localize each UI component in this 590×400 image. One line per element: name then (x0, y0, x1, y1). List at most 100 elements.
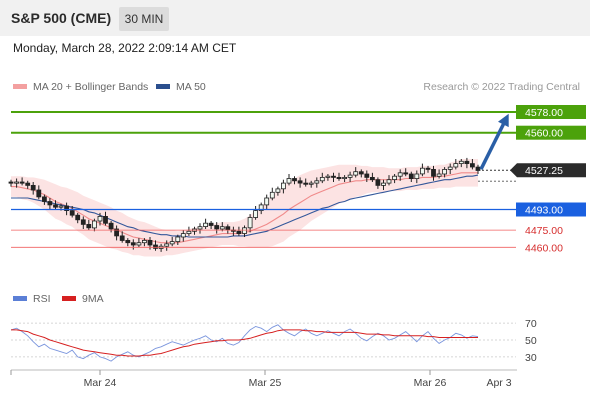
candle-body (253, 210, 259, 218)
resistance-label: 4560.00 (525, 128, 563, 140)
candle-body (414, 173, 420, 179)
candle-body (208, 222, 214, 226)
timeframe-button[interactable]: 30 MIN (119, 7, 169, 31)
candle-body (397, 172, 403, 177)
instrument-title: S&P 500 (CME) (11, 10, 112, 26)
datetime-label: Monday, March 28, 2022 2:09:14 AM CET (13, 41, 237, 55)
ma20-legend-swatch (13, 84, 27, 89)
support-label-bg (516, 202, 586, 217)
candle-body (75, 214, 81, 221)
target-arrow-head (498, 113, 509, 128)
candle-body (314, 180, 320, 184)
candle-body (403, 172, 409, 175)
candle-body (47, 201, 53, 206)
header-bar: S&P 500 (CME) 30 MIN (0, 0, 590, 36)
candle-body (258, 204, 264, 211)
candle-body (458, 160, 464, 165)
candle-body (225, 226, 231, 231)
candle-body (425, 167, 431, 170)
candle-body (436, 173, 442, 177)
candle-body (114, 228, 119, 237)
ma50-legend-label: MA 50 (176, 81, 206, 93)
support-label: 4475.00 (525, 225, 563, 237)
candle-body (147, 239, 153, 246)
candle-body (392, 175, 398, 180)
resistance-label: 4578.00 (525, 107, 563, 119)
rsi-ma9-line (11, 329, 478, 357)
x-tick-label: Mar 25 (249, 377, 282, 389)
candle-body (8, 181, 14, 184)
candle-body (186, 230, 192, 235)
candle-body (381, 182, 386, 186)
candle-body (286, 178, 292, 184)
current-price-label: 4527.25 (525, 165, 563, 177)
support-label: 4460.00 (525, 242, 563, 254)
candle-body (236, 230, 242, 235)
candle-body (130, 242, 136, 246)
candle-body (125, 239, 131, 244)
candle-body (247, 217, 253, 229)
candle-body (453, 163, 459, 168)
candle-body (219, 226, 225, 230)
ma9-legend-swatch (62, 296, 76, 301)
rsi-legend-label: RSI (33, 293, 51, 305)
candle-body (292, 178, 297, 182)
candle-body (269, 191, 275, 199)
rsi-tick-label: 70 (525, 318, 537, 330)
candle-body (86, 223, 92, 229)
candle-body (214, 225, 220, 230)
candle-body (164, 243, 170, 247)
candle-body (175, 236, 181, 242)
candle-body (353, 171, 359, 176)
candle-body (36, 189, 42, 198)
candle-body (69, 210, 75, 216)
candle-body (364, 173, 370, 178)
candle-body (297, 180, 303, 184)
candle-body (19, 181, 25, 184)
candle-body (53, 204, 58, 208)
candle-body (280, 182, 286, 190)
candle-body (153, 244, 158, 249)
ma20-legend-label: MA 20 + Bollinger Bands (33, 81, 148, 93)
current-price-label-bg (510, 163, 586, 178)
candle-body (319, 176, 325, 182)
rsi-line (10, 324, 479, 362)
candle-body (92, 220, 97, 229)
target-arrow-shaft (479, 118, 508, 170)
candle-body (203, 222, 209, 227)
candle-body (30, 184, 36, 191)
candle-body (97, 215, 103, 222)
candle-body (325, 175, 331, 178)
candle-body (308, 182, 314, 185)
candle-body (25, 182, 31, 186)
candle-body (108, 222, 114, 230)
candle-body (386, 179, 392, 184)
ma9-legend-label: 9MA (82, 293, 104, 305)
rsi-tick-label: 30 (525, 352, 537, 364)
candle-body (42, 196, 47, 202)
candle-body (342, 176, 348, 179)
candle-body (347, 174, 353, 178)
rsi-legend-swatch (13, 296, 27, 301)
x-tick-label: Mar 24 (84, 377, 117, 389)
candle-body (331, 175, 336, 178)
candle-body (141, 239, 147, 244)
candle-body (169, 241, 175, 245)
candle-body (375, 179, 381, 186)
ma50-legend-swatch (156, 84, 170, 89)
x-tick-label: Mar 26 (414, 377, 447, 389)
support-label: 4493.00 (525, 205, 563, 217)
candle-body (64, 205, 69, 211)
candle-body (58, 205, 64, 208)
candle-body (119, 235, 125, 241)
x-tick-label: Apr 3 (486, 377, 511, 389)
candle-body (80, 219, 86, 225)
candle-body (136, 242, 142, 246)
candle-body (447, 166, 453, 170)
candle-body (369, 176, 375, 181)
rsi-tick-label: 50 (525, 335, 537, 347)
resistance-label-bg (516, 125, 586, 140)
candle-body (408, 173, 414, 179)
resistance-label-bg (516, 105, 586, 119)
